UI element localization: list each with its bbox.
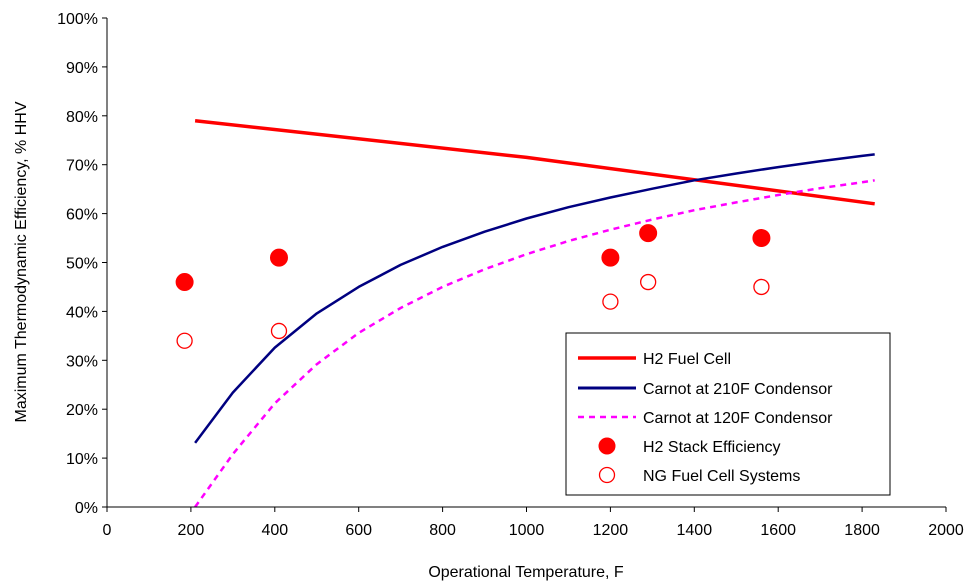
y-tick-label: 10% xyxy=(66,451,98,468)
y-tick-label: 90% xyxy=(66,60,98,77)
legend-swatch xyxy=(598,437,616,455)
legend-item-h2-fuel-cell: H2 Fuel Cell xyxy=(578,351,731,368)
x-tick-label: 1200 xyxy=(593,522,629,539)
data-point-ng-fuel-cell-systems xyxy=(270,322,288,340)
y-tick-label: 100% xyxy=(57,11,98,28)
y-tick-label: 30% xyxy=(66,353,98,370)
y-tick-label: 40% xyxy=(66,304,98,321)
y-axis-title: Maximum Thermodynamic Efficiency, % HHV xyxy=(13,101,30,422)
series-line-carnot-at-120f-condensor xyxy=(194,179,875,508)
plot-series xyxy=(175,118,875,508)
x-tick-label: 400 xyxy=(261,522,288,539)
series-h2-stack-efficiency xyxy=(175,224,771,292)
data-point-ng-fuel-cell-systems xyxy=(176,332,193,349)
x-tick-label: 1600 xyxy=(760,522,796,539)
series-line-h2-fuel-cell xyxy=(194,118,875,206)
data-point-ng-fuel-cell-systems xyxy=(753,278,770,296)
x-axis-title: Operational Temperature, F xyxy=(428,564,624,581)
x-tick-label: 200 xyxy=(178,522,205,539)
x-tick-label: 1800 xyxy=(844,522,880,539)
x-tick-label: 1000 xyxy=(509,522,545,539)
y-tick-label: 70% xyxy=(66,158,98,175)
x-tick-label: 2000 xyxy=(928,522,964,539)
data-point-h2-stack-efficiency xyxy=(752,229,771,248)
legend-label: H2 Stack Efficiency xyxy=(643,439,781,456)
legend-box xyxy=(565,332,891,496)
y-tick-label: 50% xyxy=(66,256,98,273)
series-carnot-at-120f-condensor xyxy=(194,179,875,508)
series-carnot-at-210f-condensor xyxy=(194,153,875,444)
x-tick-label: 1400 xyxy=(677,522,713,539)
series-line-carnot-at-210f-condensor xyxy=(194,153,875,444)
x-tick-label: 600 xyxy=(345,522,372,539)
data-point-h2-stack-efficiency xyxy=(601,248,620,267)
legend: H2 Fuel Cell Carnot at 210F Condensor Carn… xyxy=(565,332,891,496)
y-tick-label: 20% xyxy=(66,402,98,419)
x-tick-label: 0 xyxy=(103,522,112,539)
y-tick-label: 0% xyxy=(75,500,98,517)
legend-item-h2-stack-efficiency: H2 Stack Efficiency xyxy=(598,437,781,456)
data-point-h2-stack-efficiency xyxy=(269,248,288,267)
legend-item-ng-fuel-cell-systems: NG Fuel Cell Systems xyxy=(598,466,800,485)
legend-entries: H2 Fuel Cell Carnot at 210F Condensor Carn… xyxy=(578,351,833,485)
series-ng-fuel-cell-systems xyxy=(176,273,770,349)
y-tick-label: 80% xyxy=(66,109,98,126)
series-h2-fuel-cell xyxy=(194,118,875,206)
legend-swatch xyxy=(598,466,616,484)
legend-label: Carnot at 120F Condensor xyxy=(643,410,833,427)
legend-label: NG Fuel Cell Systems xyxy=(643,468,800,485)
y-tick-label: 60% xyxy=(66,207,98,224)
legend-label: H2 Fuel Cell xyxy=(643,351,731,368)
data-point-h2-stack-efficiency xyxy=(175,273,194,292)
data-point-ng-fuel-cell-systems xyxy=(602,293,619,310)
legend-label: Carnot at 210F Condensor xyxy=(643,381,833,398)
axis-ticks: 0% 10% 20% 30% 40% 50% 60% 70% 80% 90% 100% 0 200 400… xyxy=(57,11,964,539)
data-point-h2-stack-efficiency xyxy=(639,224,658,243)
legend-item-carnot-at-210f-condensor: Carnot at 210F Condensor xyxy=(578,381,833,398)
data-point-ng-fuel-cell-systems xyxy=(640,273,657,291)
legend-item-carnot-at-120f-condensor: Carnot at 120F Condensor xyxy=(578,410,833,427)
x-tick-label: 800 xyxy=(429,522,456,539)
